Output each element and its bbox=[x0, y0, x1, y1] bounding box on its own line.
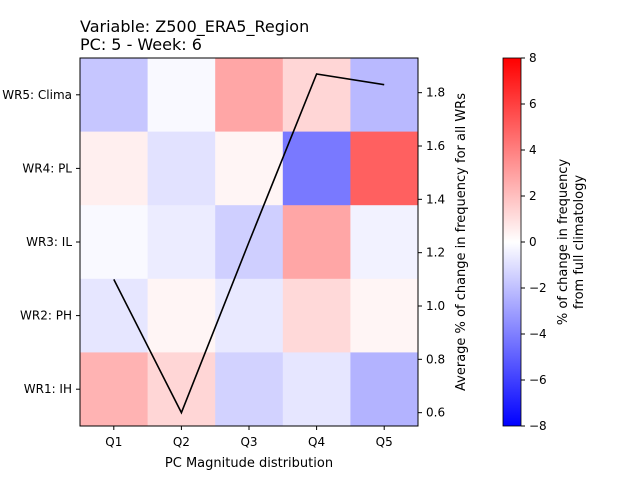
colorbar-axis: −8 −6 −4 −2 0 2 4 6 8 bbox=[521, 51, 547, 433]
colorbar-tick-label: 4 bbox=[529, 143, 537, 157]
heatmap-cell bbox=[147, 131, 216, 206]
chart-title-line1: Variable: Z500_ERA5_Region bbox=[80, 17, 309, 37]
heatmap-cell bbox=[350, 205, 419, 280]
secondary-y-tick-label: 1.6 bbox=[426, 139, 445, 153]
x-tick-label: Q2 bbox=[173, 435, 190, 449]
heatmap-cell bbox=[282, 58, 351, 133]
heatmap-cell bbox=[282, 278, 351, 353]
secondary-y-tick-label: 0.6 bbox=[426, 406, 445, 420]
x-tick-label: Q1 bbox=[105, 435, 122, 449]
secondary-y-tick-label: 1.8 bbox=[426, 86, 445, 100]
colorbar-label-line1: % of change in frequency bbox=[556, 159, 571, 326]
heatmap-x-axis: Q1 Q2 Q3 Q4 Q5 bbox=[105, 426, 393, 449]
heatmap-cell bbox=[215, 278, 284, 353]
x-tick-label: Q3 bbox=[240, 435, 257, 449]
y-tick-label: WR3: IL bbox=[26, 235, 72, 249]
heatmap-cell bbox=[80, 352, 149, 427]
y-tick-label: WR4: PL bbox=[22, 161, 72, 175]
y-tick-label: WR2: PH bbox=[20, 309, 72, 323]
heatmap-cell bbox=[147, 58, 216, 133]
x-axis-label: PC Magnitude distribution bbox=[165, 456, 333, 471]
y-tick-label: WR5: Clima bbox=[2, 88, 72, 102]
heatmap-cell bbox=[80, 58, 149, 133]
heatmap-cell bbox=[215, 131, 284, 206]
colorbar-tick-label: 2 bbox=[529, 189, 537, 203]
heatmap-cell bbox=[350, 131, 419, 206]
heatmap-cell bbox=[147, 278, 216, 353]
secondary-y-tick-label: 1.4 bbox=[426, 192, 445, 206]
y-tick-label: WR1: IH bbox=[24, 382, 72, 396]
heatmap-cell bbox=[282, 205, 351, 280]
secondary-y-tick-label: 0.8 bbox=[426, 352, 445, 366]
heatmap bbox=[80, 58, 419, 427]
colorbar-tick-label: 8 bbox=[529, 51, 537, 65]
secondary-y-axis-label: Average % of change in frequency for all… bbox=[454, 93, 469, 391]
colorbar-tick-label: −2 bbox=[529, 281, 547, 295]
colorbar-tick-label: −8 bbox=[529, 419, 547, 433]
heatmap-cell bbox=[282, 352, 351, 427]
heatmap-cell bbox=[282, 131, 351, 206]
plot-frame bbox=[79, 57, 419, 427]
heatmap-cell bbox=[147, 205, 216, 280]
heatmap-cell bbox=[147, 352, 216, 427]
line-series bbox=[113, 73, 385, 415]
secondary-y-axis: 0.6 0.8 1.0 1.2 1.4 1.6 1.8 bbox=[418, 86, 445, 420]
heatmap-cell bbox=[80, 131, 149, 206]
chart-title-line2: PC: 5 - Week: 6 bbox=[80, 35, 202, 54]
secondary-y-tick-label: 1.0 bbox=[426, 299, 445, 313]
heatmap-cell bbox=[215, 352, 284, 427]
heatmap-cell bbox=[80, 205, 149, 280]
colorbar-tick-label: −4 bbox=[529, 327, 547, 341]
average-change-line bbox=[113, 73, 385, 415]
colorbar-label-line2: from full climatology bbox=[572, 175, 587, 309]
heatmap-y-axis: WR5: Clima WR4: PL WR3: IL WR2: PH WR1: IH bbox=[2, 88, 80, 396]
heatmap-cell bbox=[350, 352, 419, 427]
secondary-y-tick-label: 1.2 bbox=[426, 246, 445, 260]
colorbar-tick-label: −6 bbox=[529, 373, 547, 387]
heatmap-cell bbox=[80, 278, 149, 353]
colorbar bbox=[502, 57, 522, 427]
x-tick-label: Q4 bbox=[308, 435, 325, 449]
heatmap-cell bbox=[350, 278, 419, 353]
heatmap-cell bbox=[350, 58, 419, 133]
colorbar-tick-label: 0 bbox=[529, 235, 537, 249]
heatmap-cell bbox=[215, 58, 284, 133]
x-tick-label: Q5 bbox=[376, 435, 393, 449]
colorbar-tick-label: 6 bbox=[529, 97, 537, 111]
